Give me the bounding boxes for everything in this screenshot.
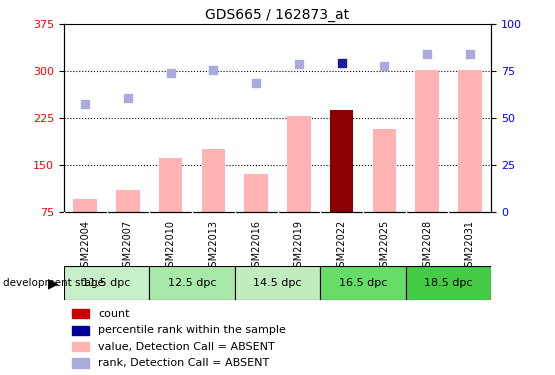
Bar (287, 116, 311, 212)
Point (423, 51, 432, 57)
Bar (159, 158, 183, 212)
Text: GSM22019: GSM22019 (294, 220, 304, 273)
Title: GDS665 / 162873_at: GDS665 / 162873_at (205, 8, 350, 22)
Bar (235, 266, 320, 300)
Text: 16.5 dpc: 16.5 dpc (339, 278, 387, 288)
Text: percentile rank within the sample: percentile rank within the sample (98, 325, 286, 335)
Text: value, Detection Call = ABSENT: value, Detection Call = ABSENT (98, 342, 275, 352)
Bar (458, 70, 482, 212)
Text: 18.5 dpc: 18.5 dpc (424, 278, 473, 288)
Text: 11.5 dpc: 11.5 dpc (82, 278, 131, 288)
Bar (72, 342, 89, 351)
Point (295, 61, 304, 67)
Text: ▶: ▶ (48, 276, 58, 290)
Bar (406, 266, 491, 300)
Point (337, 60, 346, 66)
Text: GSM22022: GSM22022 (336, 220, 347, 273)
Text: GSM22010: GSM22010 (165, 220, 176, 273)
Bar (72, 309, 89, 318)
Point (123, 94, 133, 100)
Point (81, 101, 90, 107)
Bar (244, 174, 268, 212)
Text: GSM22025: GSM22025 (379, 220, 390, 273)
Text: development stage: development stage (3, 278, 104, 288)
Text: GSM22007: GSM22007 (123, 220, 133, 273)
Text: 14.5 dpc: 14.5 dpc (253, 278, 302, 288)
Bar (149, 266, 235, 300)
Point (252, 80, 261, 86)
Bar (73, 200, 97, 212)
Text: GSM22016: GSM22016 (251, 220, 261, 273)
Point (166, 69, 175, 75)
Point (209, 67, 218, 73)
Bar (116, 190, 140, 212)
Bar (372, 129, 396, 212)
Text: GSM22004: GSM22004 (80, 220, 90, 273)
Bar (64, 266, 149, 300)
Text: count: count (98, 309, 129, 319)
Text: rank, Detection Call = ABSENT: rank, Detection Call = ABSENT (98, 358, 269, 368)
Text: GSM22013: GSM22013 (208, 220, 219, 273)
Bar (320, 266, 406, 300)
Bar (72, 358, 89, 368)
Bar (201, 149, 225, 212)
Text: GSM22031: GSM22031 (465, 220, 475, 273)
Bar (72, 326, 89, 335)
Point (466, 51, 475, 57)
Text: GSM22028: GSM22028 (422, 220, 432, 273)
Text: 12.5 dpc: 12.5 dpc (168, 278, 216, 288)
Bar (330, 110, 354, 212)
Point (380, 63, 389, 69)
Bar (415, 70, 439, 212)
